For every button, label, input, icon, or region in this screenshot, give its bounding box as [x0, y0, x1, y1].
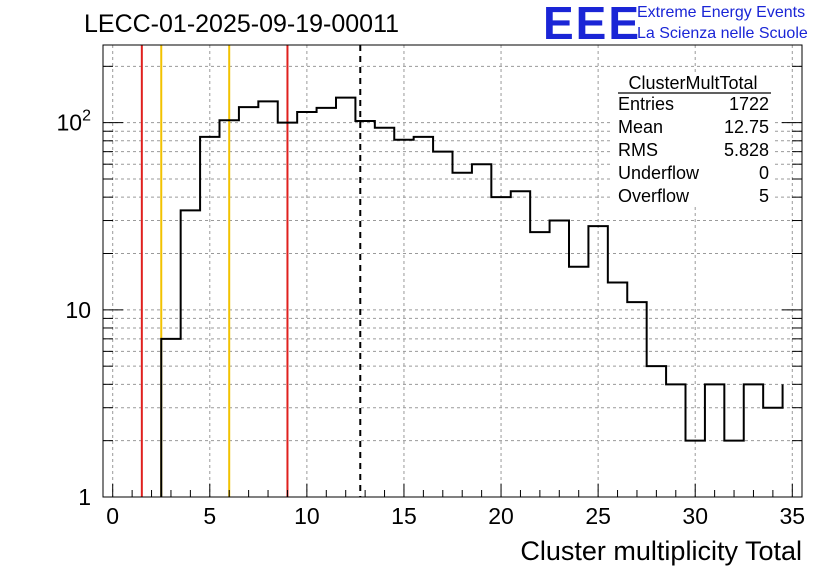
x-tick-label: 15	[391, 503, 417, 529]
eee-logo-line2: La Scienza nelle Scuole	[637, 25, 808, 42]
histogram-bin	[317, 108, 336, 497]
stats-value-mean: 12.75	[724, 117, 769, 137]
histogram-bin	[433, 152, 452, 497]
histogram-bin	[414, 137, 433, 497]
eee-logo-line1: Extreme Energy Events	[637, 4, 806, 21]
plot-frame	[102, 44, 803, 498]
histogram-bin	[647, 366, 666, 497]
histogram-bin	[608, 282, 627, 497]
y-tick-label: 1	[78, 484, 91, 510]
stats-box-title: ClusterMultTotal	[628, 73, 757, 93]
stats-label-entries: Entries	[618, 94, 674, 114]
histogram-bin	[453, 173, 472, 497]
histogram-bin	[724, 441, 743, 497]
histogram-layer	[160, 96, 784, 497]
x-tick-label: 10	[294, 503, 320, 529]
histogram-outline	[160, 96, 784, 497]
stats-value-overflow: 5	[759, 186, 769, 206]
histogram-bin	[550, 221, 569, 497]
stats-box: ClusterMultTotal Entries 1722 Mean 12.75…	[612, 72, 775, 206]
x-tick-label: 25	[585, 503, 611, 529]
stats-label-underflow: Underflow	[618, 163, 700, 183]
x-tick-label: 0	[106, 503, 119, 529]
histogram-bin	[666, 384, 685, 497]
histogram-bin	[705, 384, 724, 497]
stats-box-frame	[612, 72, 775, 206]
histogram-bin	[588, 226, 607, 497]
histogram-bin	[297, 112, 316, 497]
histogram-bin	[200, 137, 219, 497]
histogram-bin	[394, 140, 413, 497]
y-tick-label: 102	[57, 108, 92, 136]
stats-label-overflow: Overflow	[618, 186, 690, 206]
stats-value-entries: 1722	[729, 94, 769, 114]
stats-value-underflow: 0	[759, 163, 769, 183]
histogram-bin	[239, 107, 258, 497]
histogram-bin	[258, 101, 277, 497]
histogram-bin	[161, 339, 180, 497]
x-tick-label: 20	[488, 503, 514, 529]
stats-value-rms: 5.828	[724, 140, 769, 160]
histogram-bin	[355, 121, 374, 497]
y-tick-label: 10	[65, 297, 91, 323]
tick-labels: 0 5 10 15 20 25 30 35 1 10 102	[57, 108, 806, 529]
axes	[103, 65, 802, 498]
stats-label-mean: Mean	[618, 117, 663, 137]
eee-logo-letters: EEE	[543, 0, 642, 49]
x-tick-label: 35	[779, 503, 805, 529]
x-tick-label: 30	[682, 503, 708, 529]
stats-label-rms: RMS	[618, 140, 658, 160]
histogram-bin	[627, 302, 646, 497]
histogram-bin	[181, 210, 200, 497]
histogram-bin	[530, 232, 549, 497]
histogram-bin	[336, 98, 355, 497]
histogram-bin	[278, 123, 297, 497]
histogram-bin	[375, 128, 394, 497]
histogram-bin	[511, 191, 530, 497]
histogram-bin	[744, 384, 763, 497]
x-tick-label: 5	[203, 503, 216, 529]
histogram-bin	[763, 408, 782, 497]
histogram-bin	[569, 267, 588, 497]
canvas-title: LECC-01-2025-09-19-00011	[84, 10, 400, 38]
histogram-bin	[491, 197, 510, 497]
histogram-bin	[220, 120, 239, 497]
x-axis-label: Cluster multiplicity Total	[520, 536, 802, 566]
histogram-bin	[472, 164, 491, 497]
